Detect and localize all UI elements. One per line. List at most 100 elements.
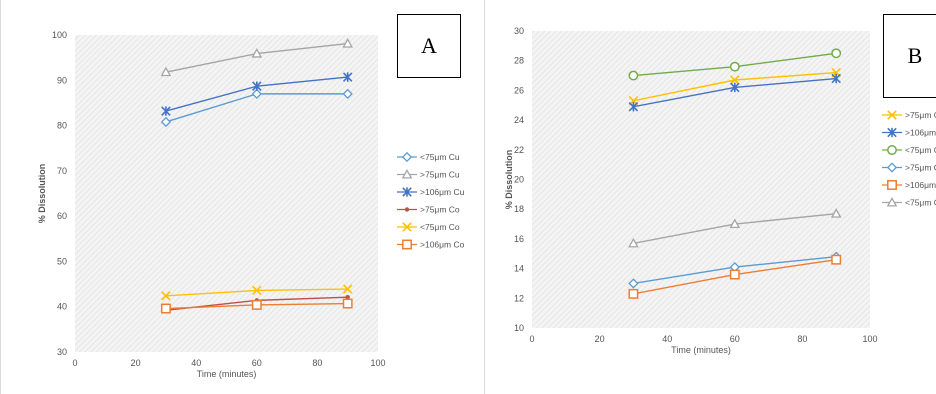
y-tick-label: 26 xyxy=(514,85,524,95)
legend-item: >106μm Cu xyxy=(397,187,465,197)
y-tick-label: 18 xyxy=(514,204,524,214)
legend-item: >75μm Cu xyxy=(397,168,460,180)
data-point xyxy=(345,295,350,300)
data-point xyxy=(342,72,353,82)
y-tick-label: 24 xyxy=(514,115,524,125)
series-1 xyxy=(160,38,354,77)
plot-area xyxy=(532,31,870,328)
series-0 xyxy=(160,88,353,128)
data-point xyxy=(729,218,741,229)
legend-marker xyxy=(887,145,897,155)
series-2 xyxy=(161,72,353,116)
series-1 xyxy=(628,73,841,112)
legend-label: >106μm Co xyxy=(905,180,936,190)
data-point xyxy=(252,285,262,296)
legend-marker xyxy=(886,162,898,173)
legend-label: >106μm Cu xyxy=(420,187,465,197)
data-point xyxy=(161,291,171,301)
legend-item: >106μm Co xyxy=(882,180,936,190)
chart-panel-b: 10 12 14 16 18 20 22 24 26 28 30 0 20 40 60 80 100 Time (… xyxy=(484,0,936,394)
panel-label-a: A xyxy=(397,14,461,78)
y-tick-label: 60 xyxy=(57,211,67,221)
data-point xyxy=(628,70,639,81)
y-tick-label: 30 xyxy=(57,347,67,357)
legend-label: >75μm Co xyxy=(420,205,460,215)
chart-panel-a: 30 40 50 60 70 80 90 100 0 20 40 60 80 100 Time (minut… xyxy=(0,0,465,394)
series-2 xyxy=(628,48,842,81)
x-tick-label: 40 xyxy=(191,358,201,368)
y-tick-label: 22 xyxy=(514,145,524,155)
y-tick-label: 30 xyxy=(514,26,524,36)
data-point xyxy=(251,88,262,99)
x-axis-title: Time (minutes) xyxy=(671,345,731,355)
x-axis-title: Time (minutes) xyxy=(197,369,257,379)
y-tick-label: 14 xyxy=(514,264,524,274)
data-point xyxy=(628,278,639,289)
legend-label: >75μm Cu xyxy=(905,110,936,120)
legend-marker xyxy=(887,127,897,138)
legend-item: >106μm Cu xyxy=(882,128,936,138)
series-5 xyxy=(160,298,353,314)
data-point xyxy=(251,299,262,310)
data-point xyxy=(160,303,171,314)
y-tick-label: 28 xyxy=(514,56,524,66)
legend-marker xyxy=(402,187,412,197)
chart-a-svg: 30 40 50 60 70 80 90 100 0 20 40 60 80 100 Time (minut… xyxy=(37,30,465,379)
x-tick-label: 100 xyxy=(370,358,385,368)
legend-marker xyxy=(402,222,412,232)
series-5 xyxy=(628,208,842,248)
legend-label: <75μm Co xyxy=(420,222,460,232)
y-tick-label: 100 xyxy=(52,30,67,40)
y-tick-label: 40 xyxy=(57,302,67,312)
legend-label: >106μm Cu xyxy=(905,128,936,138)
legend-item: >106μm Co xyxy=(397,240,465,250)
x-tick-label: 80 xyxy=(797,334,807,344)
x-tick-label: 100 xyxy=(862,334,877,344)
legend-label: >75μm Co xyxy=(905,163,936,173)
y-tick-label: 20 xyxy=(514,175,524,185)
legend-marker xyxy=(886,196,898,207)
x-tick-label: 0 xyxy=(72,358,77,368)
legend-item: <75μm Co xyxy=(397,222,460,232)
y-tick-label: 12 xyxy=(514,293,524,303)
data-point xyxy=(628,288,639,299)
data-point xyxy=(730,75,740,85)
panel-label-b: B xyxy=(883,14,936,98)
data-point xyxy=(729,269,740,280)
y-tick-label: 90 xyxy=(57,75,67,85)
legend-label: <75μm Cu xyxy=(420,152,460,162)
legend-marker xyxy=(401,168,413,179)
legend-marker xyxy=(887,180,897,190)
data-point xyxy=(342,88,353,99)
data-point xyxy=(160,66,172,77)
chart-b-svg: 10 12 14 16 18 20 22 24 26 28 30 0 20 40 60 80 100 Time (… xyxy=(504,26,936,355)
data-point xyxy=(831,48,842,59)
data-point xyxy=(729,61,740,72)
legend-marker xyxy=(402,239,412,250)
legend-label: <75μm Co xyxy=(905,198,936,208)
x-tick-label: 20 xyxy=(595,334,605,344)
x-tick-label: 40 xyxy=(662,334,672,344)
data-point xyxy=(252,81,262,91)
legend-label: >75μm Cu xyxy=(420,170,460,180)
x-tick-label: 0 xyxy=(529,334,534,344)
data-point xyxy=(830,208,842,218)
data-point xyxy=(251,48,263,58)
x-tick-label: 80 xyxy=(312,358,322,368)
legend: >75μm Cu >106μm Cu <75μm Cu >75μm Co >106μm … xyxy=(882,110,936,208)
y-tick-label: 10 xyxy=(514,323,524,333)
y-tick-label: 80 xyxy=(57,121,67,131)
legend-label: <75μm Cu xyxy=(905,145,936,155)
legend-label: >106μm Co xyxy=(420,240,465,250)
data-point xyxy=(342,298,353,309)
data-point xyxy=(342,38,354,48)
legend-item: >75μm Co xyxy=(882,162,936,173)
legend-item: <75μm Cu xyxy=(397,151,460,163)
data-point xyxy=(730,82,740,93)
x-tick-label: 20 xyxy=(131,358,141,368)
legend-marker xyxy=(401,151,413,163)
legend-marker xyxy=(404,207,410,212)
y-tick-label: 50 xyxy=(57,256,67,266)
legend-item: >75μm Co xyxy=(397,205,460,215)
data-point xyxy=(160,116,172,128)
